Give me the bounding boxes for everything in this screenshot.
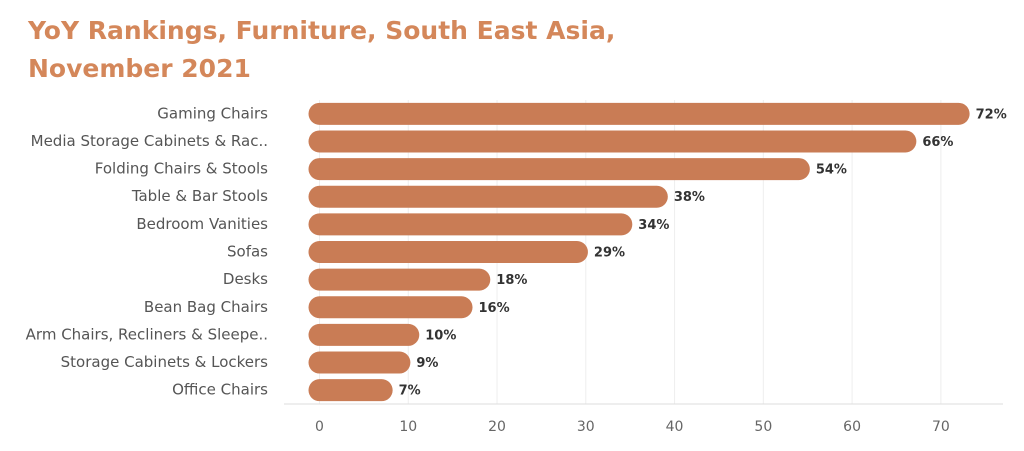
bar [308,351,411,374]
chart-title: YoY Rankings, Furniture, South East Asia… [27,16,615,45]
y-tick-label: Storage Cabinets & Lockers [61,353,269,371]
value-label: 34% [638,218,669,233]
bar [308,102,970,125]
y-tick-label: Bean Bag Chairs [144,298,268,316]
y-tick-label: Office Chairs [172,381,268,399]
value-label: 66% [922,135,953,150]
chart-title: November 2021 [28,54,251,83]
value-label: 38% [674,190,705,205]
y-tick-label: Bedroom Vanities [136,215,268,233]
value-label: 18% [496,273,527,288]
bar [308,379,393,402]
value-label: 29% [594,246,625,261]
bar [308,323,420,346]
y-tick-label: Table & Bar Stools [131,187,268,205]
value-label: 16% [479,301,510,316]
y-tick-label: Folding Chairs & Stools [95,160,268,178]
y-tick-label: Gaming Chairs [157,104,268,122]
y-tick-label: Desks [223,270,268,288]
y-tick-label: Media Storage Cabinets & Rac.. [31,132,268,150]
bar [308,241,588,263]
bar [308,185,668,208]
bar [308,296,473,319]
x-tick-label: 10 [399,419,417,435]
x-tick-label: 0 [315,419,324,435]
bar [308,158,810,181]
y-tick-label: Sofas [227,243,268,261]
bar [308,130,917,153]
value-label: 54% [816,163,847,178]
x-tick-label: 30 [577,419,595,435]
value-label: 10% [425,328,456,343]
x-tick-label: 40 [666,419,684,435]
x-tick-label: 50 [754,419,772,435]
x-tick-label: 70 [932,419,950,435]
x-tick-label: 60 [843,419,861,435]
bar [308,268,491,291]
value-label: 9% [416,356,438,371]
value-label: 72% [976,107,1007,122]
bar [308,213,633,236]
x-tick-label: 20 [488,419,506,435]
value-label: 7% [399,384,421,399]
y-tick-label: Arm Chairs, Recliners & Sleepe.. [26,325,268,343]
